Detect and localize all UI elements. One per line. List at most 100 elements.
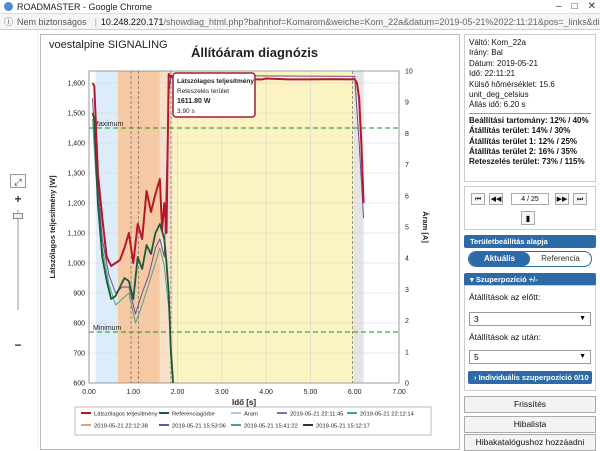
y2-tick-label: 9 <box>405 100 409 107</box>
tooltip-value: 1611.80 W <box>177 98 211 105</box>
zoom-in-button[interactable]: + <box>14 192 22 206</box>
y2-tick-label: 2 <box>405 318 409 325</box>
y-tick-label: 1,100 <box>67 231 85 238</box>
chart-band-4 <box>354 71 364 383</box>
x-tick-label: 4.00 <box>259 389 273 396</box>
y2-tick-label: 8 <box>405 131 409 138</box>
navigation-box: ⏮ ◀◀ 4 / 25 ▶▶ ⏭ ▮ <box>464 186 596 230</box>
individual-superposition-button[interactable]: › Individuális szuperpozíció 0/10 <box>468 371 592 384</box>
szuper-box: Átállítások az előtt: 3 ▼ Átállítások az… <box>464 285 596 391</box>
legend-item: 2019-05-21 22:12:38 <box>94 424 148 430</box>
series-line-Referenciag-rbe <box>91 112 175 384</box>
y-tick-label: 1,300 <box>67 171 85 178</box>
y-tick-label: 1,400 <box>67 141 85 148</box>
prev-page-button[interactable]: ◀◀ <box>489 193 503 205</box>
chevron-down-icon: ▼ <box>579 353 586 360</box>
utan-label: Átállítások az után: <box>469 332 541 342</box>
legend-item: Látszólagos teljesítmény <box>94 412 158 418</box>
tooltip-title: Látszólagos teljesítmény <box>177 78 254 85</box>
legend-item: 2019-05-21 22:12:14 <box>360 412 415 418</box>
x-tick-label: 0.00 <box>82 389 96 396</box>
y2-axis-label: Áram [A] <box>421 211 430 243</box>
minimize-button[interactable]: – <box>556 1 562 12</box>
zoom-out-button[interactable]: − <box>14 338 22 352</box>
y2-tick-label: 5 <box>405 225 409 232</box>
info-divider <box>469 112 591 114</box>
x-tick-label: 3.00 <box>215 389 229 396</box>
window-controls: – □ ✕ <box>556 1 596 12</box>
info-unit: unit_deg_celsius <box>469 90 529 100</box>
elott-select[interactable]: 3 ▼ <box>469 312 591 326</box>
security-warning[interactable]: Nem biztonságos <box>17 16 87 27</box>
legend-item: 2019-05-21 22:11:45 <box>290 412 343 418</box>
x-tick-label: 5.00 <box>304 389 318 396</box>
y2-tick-label: 4 <box>405 256 409 263</box>
info-box: Váltó: Kom_22a Irány: Bal Dátum: 2019-05… <box>464 34 596 182</box>
tooltip-region: Reteszelés terület <box>177 88 229 95</box>
y2-tick-label: 7 <box>405 162 409 169</box>
szuper-header-label: Szuperpozíció +/- <box>475 275 538 284</box>
hibalista-button[interactable]: Hibalista <box>464 416 596 433</box>
plot-frame <box>88 70 400 384</box>
legend-item: Áram <box>244 411 258 418</box>
individual-label: Individuális szuperpozíció 0/10 <box>478 373 589 382</box>
brand-logo-text: voestalpine SIGNALING <box>49 39 168 51</box>
address-host[interactable]: 10.248.220.171 <box>100 16 164 27</box>
x-tick-label: 1.00 <box>126 389 140 396</box>
address-path[interactable]: /showdiag_html.php?bahnhof=Komarom&weich… <box>163 16 600 27</box>
y-tick-label: 1,600 <box>67 81 85 88</box>
info-datum: Dátum: 2019-05-21 <box>469 58 538 68</box>
security-warning-icon[interactable]: ⓘ <box>4 17 14 27</box>
info-valto: Váltó: Kom_22a <box>469 38 526 47</box>
y-tick-label: 600 <box>73 381 85 388</box>
y2-tick-label: 6 <box>405 193 409 200</box>
page-content: ⤢ + − voestalpine SIGNALING Állítóáram d… <box>0 30 600 451</box>
series-line-2019-05-21-15-41-22 <box>92 118 174 378</box>
toggle-aktualis[interactable]: Aktuális <box>469 252 530 266</box>
info-allitas-2: Átállítás terület 2: 16% / 35% <box>469 147 578 157</box>
first-page-button[interactable]: ⏮ <box>471 193 485 205</box>
legend-item: 2019-05-21 15:41:22 <box>244 424 298 430</box>
info-reteszeles: Reteszelés terület: 73% / 115% <box>469 157 585 167</box>
legend-box <box>74 406 432 436</box>
close-button[interactable]: ✕ <box>587 1 596 12</box>
zoom-toolstrip: ⤢ + − <box>0 30 38 450</box>
terulet-header: Területbeállítás alapja <box>464 235 596 248</box>
utan-value: 5 <box>474 352 479 362</box>
app-icon <box>4 2 13 11</box>
zoom-slider-track[interactable] <box>17 210 19 310</box>
terulet-toggle[interactable]: Aktuális Referencia <box>468 251 592 267</box>
next-page-button[interactable]: ▶▶ <box>555 193 569 205</box>
x-axis-label: Idő [s] <box>232 398 256 407</box>
y-tick-label: 800 <box>73 321 85 328</box>
address-bar[interactable]: ⓘ Nem biztonságos | 10.248.220.171 /show… <box>0 14 600 30</box>
szuper-header[interactable]: ▾ Szuperpozíció +/- <box>464 273 596 286</box>
x-tick-label: 7.00 <box>392 389 406 396</box>
address-separator: | <box>94 16 97 27</box>
last-page-button[interactable]: ⏭ <box>573 193 587 205</box>
expand-icon[interactable]: ⤢ <box>10 174 26 188</box>
tooltip-box <box>172 72 256 118</box>
legend-item: 2019-05-21 15:12:17 <box>316 424 370 430</box>
window-titlebar: ROADMASTER - Google Chrome – □ ✕ <box>0 0 600 14</box>
chevron-down-icon: ▼ <box>579 315 586 322</box>
maximize-button[interactable]: □ <box>571 1 578 12</box>
chart-panel: voestalpine SIGNALING Állítóáram diagnóz… <box>40 34 460 450</box>
zoom-slider-handle[interactable] <box>13 213 23 219</box>
hibakatalogus-button[interactable]: Hibakatalógushoz hozzáadni <box>464 434 596 451</box>
elott-value: 3 <box>474 314 479 324</box>
info-allas-ido: Állás idő: 6.20 s <box>469 100 526 110</box>
utan-select[interactable]: 5 ▼ <box>469 350 591 364</box>
y-tick-label: 900 <box>73 291 85 298</box>
y-axis-label: Látszólagos teljesítmény [W] <box>48 175 57 278</box>
y2-tick-label: 10 <box>405 69 413 76</box>
frissites-button[interactable]: Frissítés <box>464 396 596 413</box>
right-panel: Váltó: Kom_22a Irány: Bal Dátum: 2019-05… <box>464 34 596 451</box>
chart-svg[interactable]: 600 700 800 900 1,000 1,100 1,200 1,300 1,400 1,5… <box>41 35 459 449</box>
maximum-label: Maximum <box>93 121 124 128</box>
chevron-down-icon: ▾ <box>470 275 476 284</box>
window-title: ROADMASTER - Google Chrome <box>17 1 153 12</box>
toggle-referencia[interactable]: Referencia <box>541 254 580 263</box>
y-tick-label: 1,200 <box>67 201 85 208</box>
document-icon[interactable]: ▮ <box>521 211 535 225</box>
